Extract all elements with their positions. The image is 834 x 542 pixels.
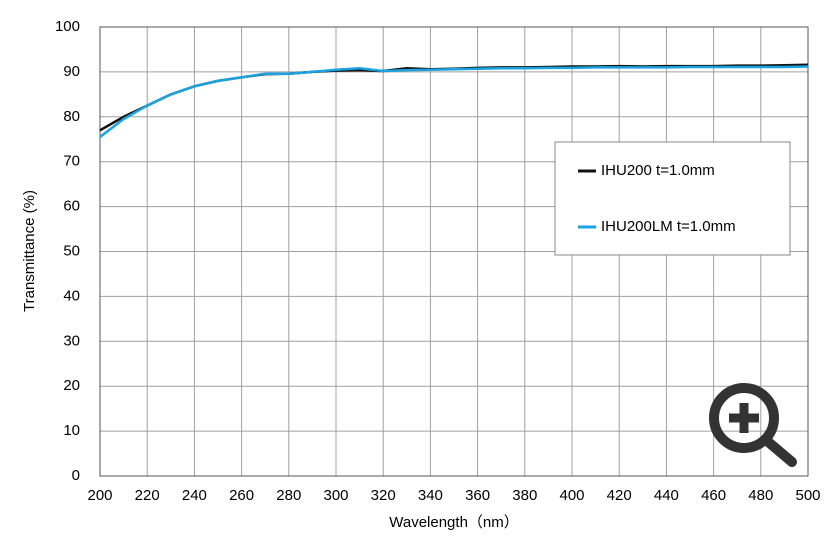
zoom-handle	[761, 435, 797, 467]
legend-label: IHU200 t=1.0mm	[601, 162, 715, 179]
zoom-lens	[709, 383, 779, 453]
y-tick-label: 50	[63, 242, 80, 259]
y-tick-label: 100	[55, 18, 80, 35]
legend-label: IHU200LM t=1.0mm	[601, 218, 736, 235]
y-tick-label: 20	[63, 377, 80, 394]
series-line	[99, 65, 809, 138]
x-tick-label: 460	[701, 487, 726, 504]
y-tick-label: 70	[63, 153, 80, 170]
x-tick-label: 320	[371, 487, 396, 504]
x-tick-label: 280	[276, 487, 301, 504]
x-tick-label: 500	[795, 487, 820, 504]
x-axis-title: Wavelength（nm）	[389, 514, 519, 531]
y-axis-title: Transmittance (%)	[21, 190, 38, 312]
x-tick-label: 220	[135, 487, 160, 504]
y-tick-label: 60	[63, 198, 80, 215]
x-tick-label: 420	[607, 487, 632, 504]
x-tick-label: 360	[465, 487, 490, 504]
series-line	[99, 63, 809, 132]
x-tick-label: 300	[323, 487, 348, 504]
y-tick-label: 80	[63, 108, 80, 125]
y-tick-label: 30	[63, 332, 80, 349]
x-tick-label: 260	[229, 487, 254, 504]
y-tick-label: 10	[63, 422, 80, 439]
x-tick-label: 380	[512, 487, 537, 504]
plot-border	[99, 26, 809, 477]
x-tick-label: 480	[748, 487, 773, 504]
x-tick-label: 200	[87, 487, 112, 504]
x-tick-label: 340	[418, 487, 443, 504]
x-tick-label: 440	[654, 487, 679, 504]
zoom-button[interactable]	[709, 383, 797, 467]
x-tick-label: 240	[182, 487, 207, 504]
y-tick-label: 0	[72, 467, 80, 484]
legend-box	[554, 141, 791, 256]
x-tick-label: 400	[559, 487, 584, 504]
y-tick-label: 90	[63, 63, 80, 80]
y-tick-label: 40	[63, 287, 80, 304]
